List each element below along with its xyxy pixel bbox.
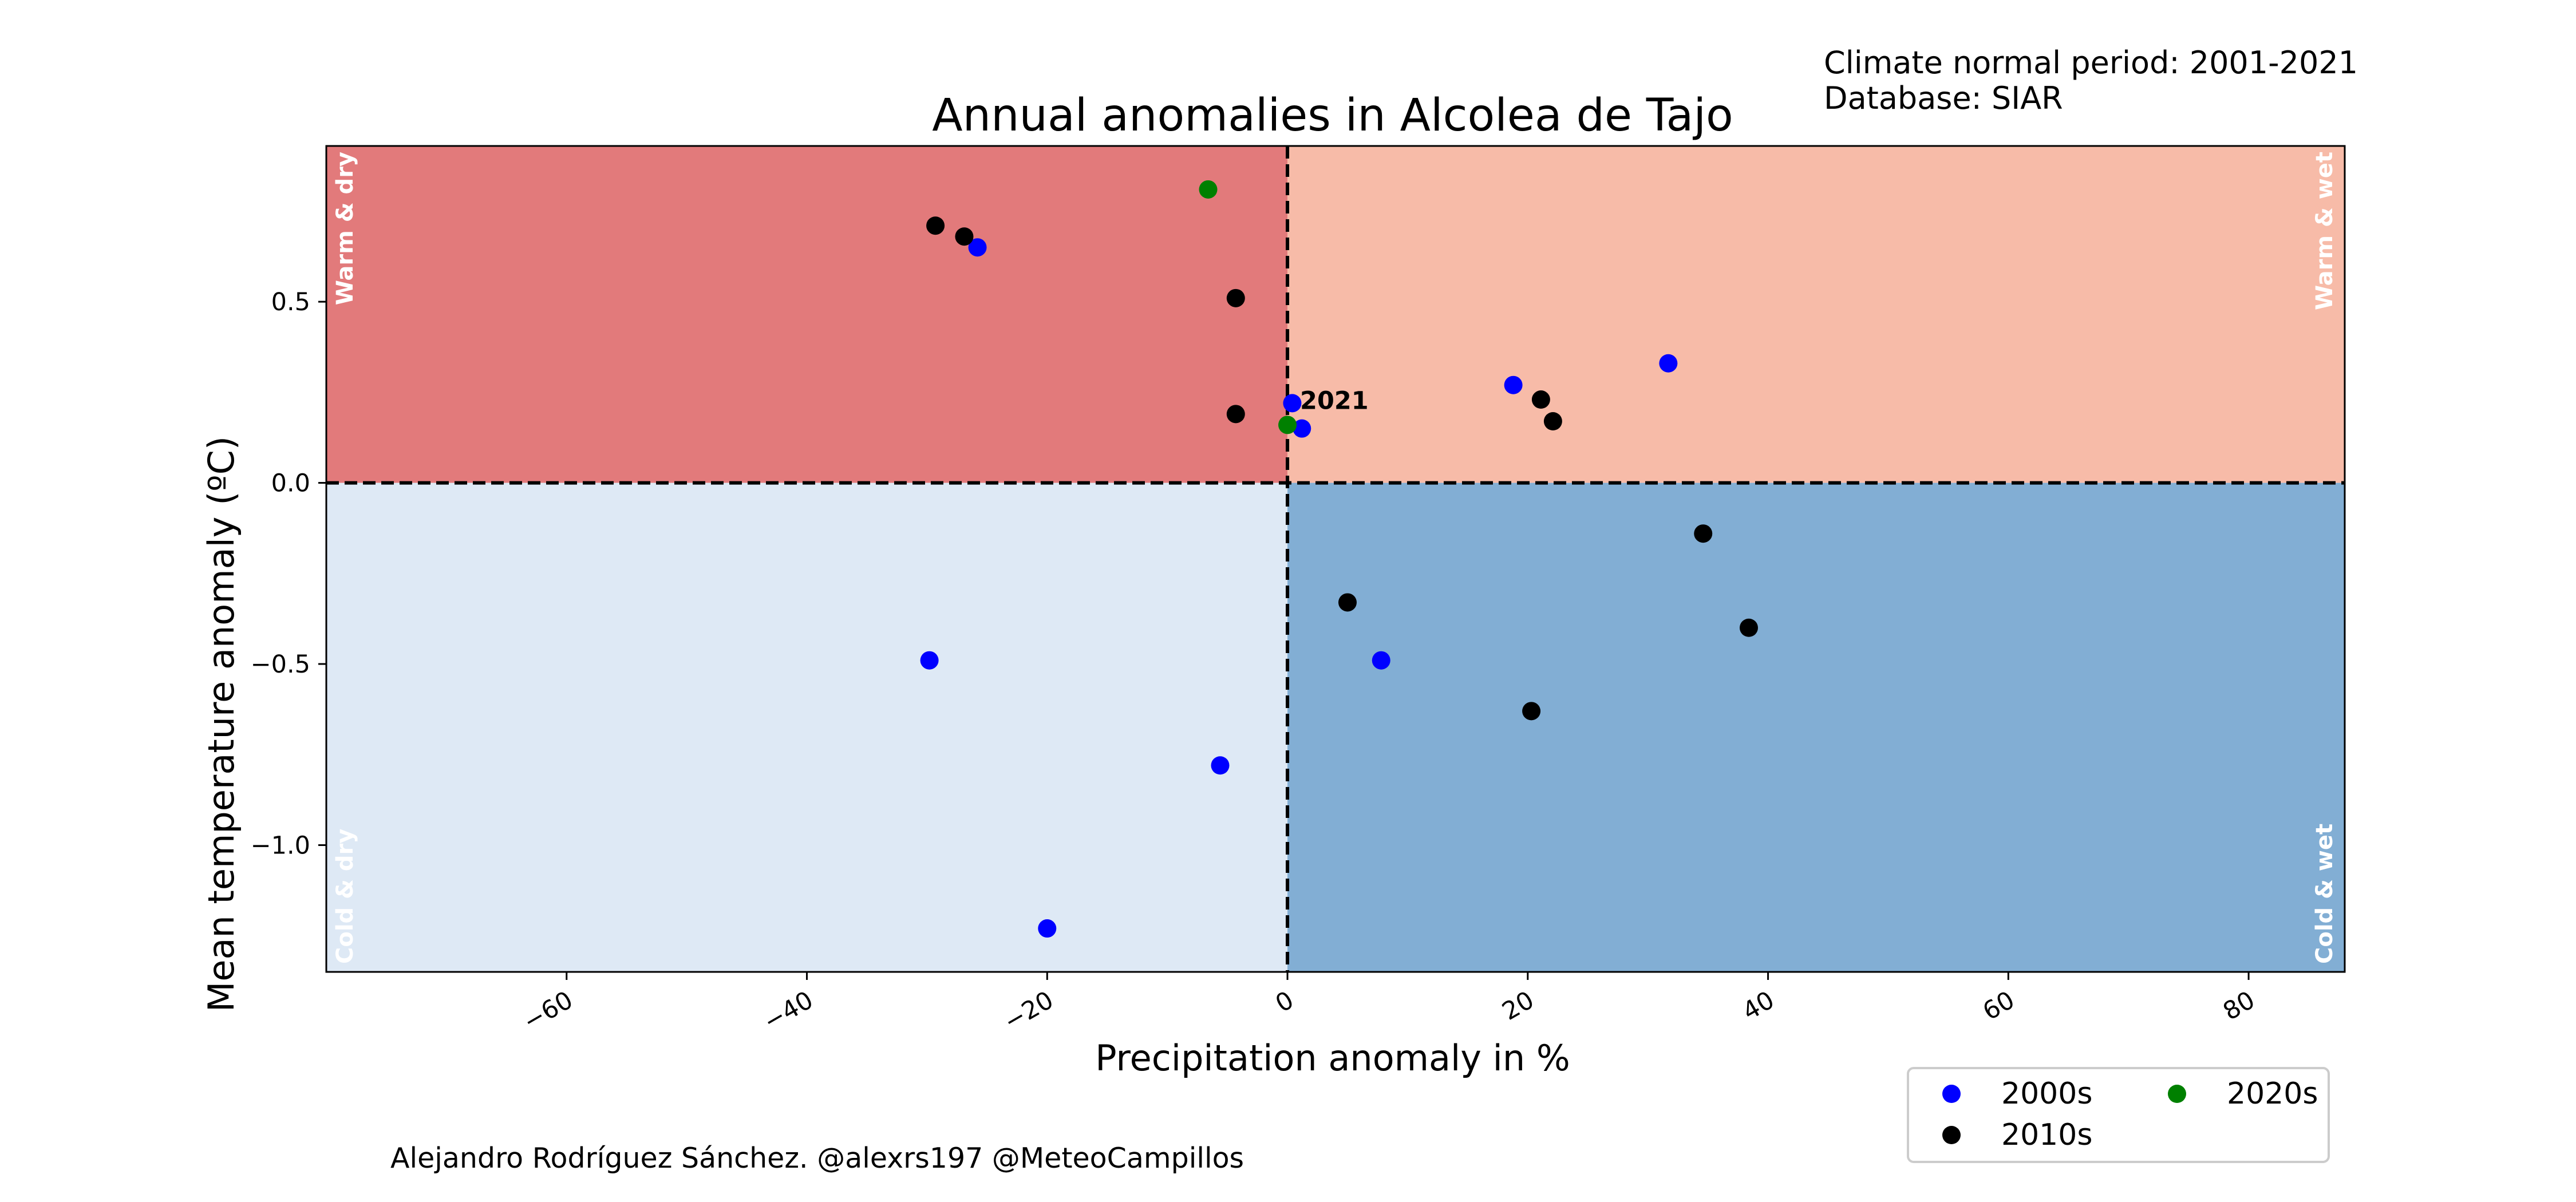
credit-text: Alejandro Rodríguez Sánchez. @alexrs197 … — [390, 1142, 1244, 1175]
legend-marker-2010s — [1942, 1126, 1961, 1144]
annotation-0: 2021 — [1300, 386, 1369, 415]
x-tick-label-4: 20 — [1498, 986, 1539, 1026]
point-2000s-4 — [1659, 354, 1678, 373]
y-axis-label: Mean temperature anomaly (ºC) — [200, 436, 242, 1012]
point-2000s-5 — [920, 651, 939, 670]
point-2010s-7 — [1338, 593, 1357, 612]
legend-frame — [1907, 1067, 2330, 1163]
data-points: 2021 — [920, 180, 1758, 938]
point-2010s-6 — [1694, 524, 1713, 543]
x-tick-label-7: 80 — [2218, 986, 2259, 1026]
x-tick-label-2: −20 — [999, 986, 1058, 1037]
point-2010s-3 — [1226, 405, 1245, 424]
quadrant-label-warm-wet: Warm & wet — [2312, 152, 2338, 310]
point-2000s-1 — [1283, 394, 1302, 413]
quadrant-cold-dry — [326, 483, 1288, 972]
meta-normal-period: Climate normal period: 2001-2021 — [1824, 45, 2358, 81]
y-tick-label-3: −1.0 — [251, 831, 310, 860]
point-2010s-8 — [1739, 618, 1758, 637]
chart-title: Annual anomalies in Alcolea de Tajo — [932, 90, 1733, 141]
y-tick-label-2: −0.5 — [251, 650, 310, 679]
legend: 2000s 2010s 2020s — [1907, 1067, 2330, 1163]
quadrant-backgrounds: Warm & dry Cold & dry Warm & wet Cold & wet — [326, 146, 2345, 972]
point-2020s-1 — [1278, 416, 1297, 434]
plot-frame — [325, 145, 2346, 973]
point-2010s-0 — [926, 216, 945, 235]
meta-database: Database: SIAR — [1824, 80, 2063, 116]
y-tick-label-1: 0.0 — [271, 469, 310, 498]
x-tick-label-1: −40 — [758, 986, 818, 1037]
y-tick-label-0: 0.5 — [271, 288, 310, 317]
x-tick-label-6: 60 — [1978, 986, 2019, 1026]
point-2010s-9 — [1522, 702, 1541, 721]
legend-label-2020s: 2020s — [2227, 1077, 2318, 1111]
legend-marker-2020s — [2168, 1085, 2186, 1103]
legend-label-2010s: 2010s — [2001, 1118, 2092, 1152]
point-2010s-1 — [955, 227, 974, 246]
point-2010s-5 — [1543, 412, 1562, 430]
x-axis-label: Precipitation anomaly in % — [1095, 1037, 1570, 1079]
point-2000s-0 — [968, 238, 987, 257]
quadrant-warm-wet — [1287, 146, 2345, 483]
point-2000s-2 — [1293, 419, 1311, 438]
legend-marker-2000s — [1942, 1085, 1961, 1103]
reference-lines — [326, 146, 2345, 972]
x-tick-label-3: 0 — [1271, 986, 1299, 1018]
plot-border — [325, 145, 2346, 973]
point-2000s-7 — [1038, 919, 1057, 938]
quadrant-label-warm-dry: Warm & dry — [332, 152, 358, 305]
point-2020s-0 — [1199, 180, 1218, 199]
legend-label-2000s: 2000s — [2001, 1077, 2092, 1111]
point-2000s-6 — [1211, 756, 1230, 775]
quadrant-label-cold-wet: Cold & wet — [2312, 824, 2338, 964]
x-tick-label-5: 40 — [1738, 986, 1779, 1026]
point-2010s-4 — [1531, 390, 1550, 409]
quadrant-cold-wet — [1287, 483, 2345, 972]
x-tick-label-0: −60 — [519, 986, 578, 1037]
point-2010s-2 — [1226, 288, 1245, 307]
quadrant-warm-dry — [326, 146, 1288, 483]
quadrant-label-cold-dry: Cold & dry — [332, 829, 358, 964]
point-2000s-8 — [1372, 651, 1390, 670]
point-2000s-3 — [1504, 375, 1523, 394]
